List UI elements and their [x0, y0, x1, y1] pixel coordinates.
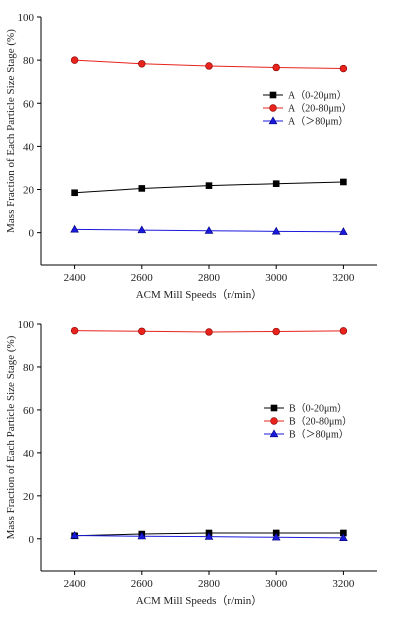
chart-a-y-tick-label: 20	[23, 185, 35, 197]
chart-b-series-2-point	[138, 327, 146, 336]
chart-b-y-tick-label: 0	[29, 534, 35, 546]
chart-b-y-tick-label: 20	[23, 491, 35, 503]
chart-b-x-tick-label: 3200	[332, 578, 355, 590]
chart-a-series-1-point	[340, 178, 347, 186]
chart-b-x-tick-label: 2400	[64, 578, 87, 590]
chart-a-series-2-point	[138, 60, 146, 68]
chart-a-series-1-point	[205, 182, 213, 189]
chart-a-legend-label-3: A（＞80μm）	[288, 116, 348, 128]
chart-b-legend-label-1: B（0-20μm）	[289, 403, 347, 415]
chart-a-legend-marker-2	[269, 104, 277, 112]
chart-a-x-tick-label: 2600	[131, 272, 154, 284]
chart-a-series-3-point	[137, 225, 147, 234]
chart-b-x-tick-label: 3000	[265, 578, 288, 590]
chart-a-series-3-point	[70, 224, 79, 233]
chart-a-y-tick-label: 40	[23, 141, 35, 153]
chart-b-x-tick-label: 2600	[131, 578, 154, 590]
chart-a-legend-marker-3	[268, 116, 278, 125]
chart-a-series-2-point	[339, 64, 348, 73]
chart-b-series-3-point	[204, 532, 214, 540]
chart-b-x-tick-label: 2800	[198, 578, 221, 590]
chart-a-series-3-point	[204, 226, 214, 234]
chart-b-legend-marker-2	[270, 417, 278, 425]
chart-a-y-tick-label: 80	[23, 55, 35, 67]
chart-b-series-2-point	[272, 327, 280, 336]
chart-a-legend-marker-1	[269, 91, 277, 99]
chart-b-legend-label-3: B（＞80μm）	[289, 429, 349, 441]
chart-a-x-tick-label: 3200	[332, 272, 355, 284]
chart-a-y-axis-label: Mass Fraction of Each Particle Size Stag…	[5, 29, 17, 233]
chart-b-y-tick-label: 100	[18, 319, 35, 331]
chart-b-series-3-point	[271, 532, 281, 541]
chart-a-series-2-point	[205, 62, 213, 70]
chart-a-series-1-point	[71, 189, 78, 197]
chart-b-legend-label-2: B（20-80μm）	[289, 416, 352, 428]
chart-b-y-axis-label: Mass Fraction of Each Particle Size Stag…	[5, 335, 17, 539]
chart-b-series-3-point	[137, 531, 147, 540]
chart-b-series-2-point	[339, 327, 348, 335]
chart-a-y-tick-label: 0	[29, 228, 35, 240]
chart-b-legend-marker-1	[270, 404, 278, 412]
chart-b-y-tick-label: 80	[23, 362, 35, 374]
chart-a-series-3-point	[271, 226, 281, 235]
chart-a-series-2-point	[70, 56, 79, 64]
chart-b-y-tick-label: 60	[23, 405, 35, 417]
chart-a-series-2-point	[272, 63, 280, 72]
chart-b-series-2-point	[70, 326, 79, 335]
chart-a-series-1-point	[272, 180, 280, 187]
chart-b-series-3-point	[70, 530, 79, 539]
chart-a: 0 20 40 60 80 100 2400 2600 2800 3000 3200 ACM Mill…	[5, 12, 377, 301]
chart-a-legend-label-1: A（0-20μm）	[288, 90, 347, 102]
chart-b-series-3-point	[339, 533, 348, 542]
chart-a-x-tick-label: 2400	[64, 272, 87, 284]
chart-a-x-tick-label: 2800	[198, 272, 221, 284]
chart-a-series-1-point	[138, 185, 146, 192]
chart-a-series-3-point	[339, 227, 348, 235]
chart-b-legend-marker-3	[269, 429, 279, 438]
chart-a-legend-label-2: A（20-80μm）	[288, 103, 352, 115]
chart-b: 0 20 40 60 80 100 2400 2600 2800 3000 3200 ACM Mill…	[5, 319, 377, 607]
chart-b-x-axis-label: ACM Mill Speeds（r/min）	[136, 594, 263, 607]
chart-a-y-tick-label: 60	[23, 98, 35, 110]
chart-a-x-axis-label: ACM Mill Speeds（r/min）	[136, 288, 263, 301]
chart-a-x-tick-label: 3000	[265, 272, 288, 284]
chart-b-series-2-point	[205, 328, 213, 336]
chart-a-y-tick-label: 100	[18, 12, 35, 24]
chart-b-y-tick-label: 40	[23, 448, 35, 460]
